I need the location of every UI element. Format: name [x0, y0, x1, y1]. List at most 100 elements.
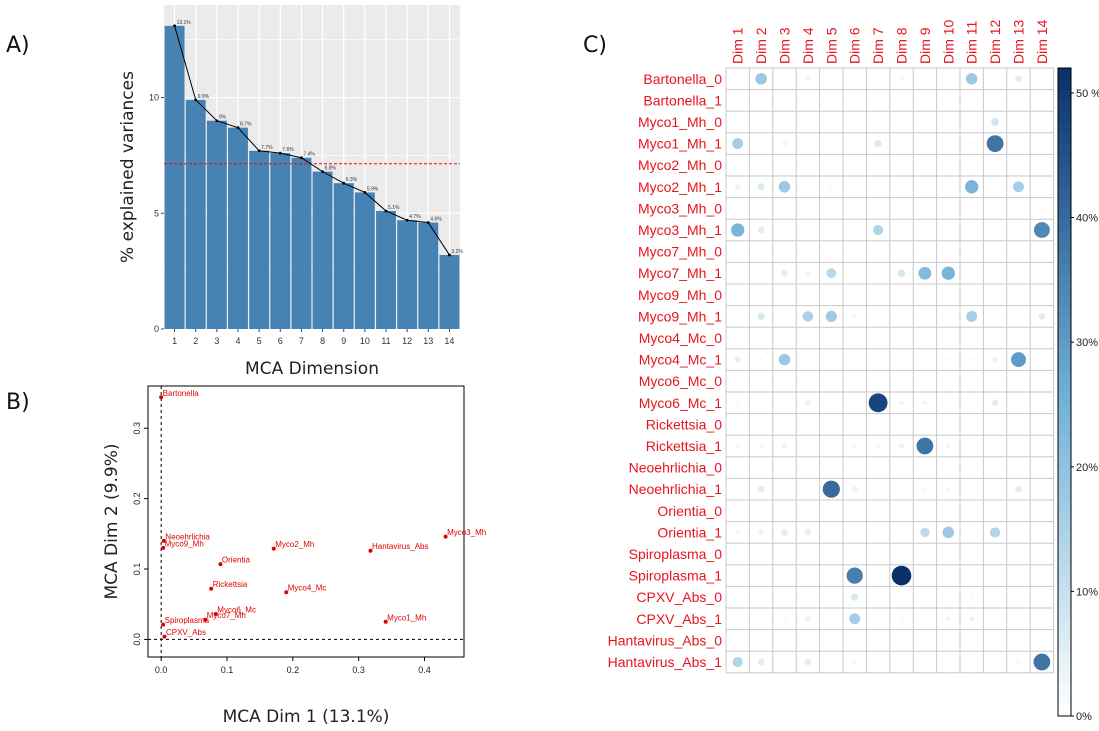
x-tick-label: 0.2 — [287, 665, 300, 675]
colorbar-label: 10% — [1076, 586, 1098, 598]
row-label: Myco7_Mh_0 — [638, 244, 722, 260]
plot-frame — [147, 385, 465, 658]
data-label: 7.4% — [303, 152, 315, 158]
point-label: CPXV_Abs — [166, 628, 206, 637]
heatmap-cell — [899, 400, 904, 406]
heatmap-cell — [968, 616, 975, 622]
column-label: Dim 8 — [894, 27, 910, 64]
colorbar-label: 0% — [1076, 711, 1092, 723]
scatter-point — [161, 538, 166, 543]
heatmap-cell — [782, 141, 787, 146]
y-tick-label: 5 — [154, 208, 159, 218]
series-point — [384, 209, 388, 213]
column-label: Dim 13 — [1011, 19, 1027, 64]
heatmap-cell — [804, 658, 812, 666]
row-label: Myco3_Mh_0 — [638, 200, 722, 216]
heatmap-cell — [946, 357, 951, 362]
heatmap-cell — [851, 593, 859, 601]
colorbar-segment — [1058, 694, 1071, 706]
data-label: 3.2% — [451, 249, 463, 255]
heatmap-cell — [992, 356, 998, 363]
row-label: Myco1_Mh_1 — [638, 136, 722, 152]
heatmap-cell — [897, 269, 906, 278]
row-label: Spiroplasma_0 — [629, 546, 723, 562]
colorbar-segment — [1058, 68, 1071, 80]
data-label: 9% — [219, 115, 227, 121]
heatmap-cell — [916, 437, 934, 455]
series-line — [174, 25, 450, 256]
colorbar-segment — [1058, 392, 1071, 404]
bar — [164, 25, 185, 329]
bar — [206, 120, 227, 329]
colorbar-segment — [1058, 532, 1071, 544]
y-tick-label: 0.2 — [132, 492, 142, 505]
heatmap-cell — [923, 185, 927, 189]
column-label: Dim 3 — [777, 27, 793, 64]
scatter-point — [159, 395, 164, 400]
colorbar-segment — [1058, 478, 1071, 490]
heatmap-cell — [825, 310, 837, 323]
heatmap-cell — [945, 616, 951, 622]
row-label: Myco7_Mh_1 — [638, 265, 722, 281]
scatter-point — [271, 546, 276, 551]
heatmap-cell — [946, 185, 950, 189]
colorbar-segment — [1058, 359, 1071, 371]
colorbar-segment — [1058, 683, 1071, 695]
x-axis-label: MCA Dim 1 (13.1%) — [223, 707, 390, 727]
colorbar-segment — [1058, 554, 1071, 566]
heatmap-cell — [759, 401, 763, 405]
x-tick-label: 14 — [444, 336, 454, 346]
colorbar-label: 50 % — [1076, 88, 1099, 100]
point-label: Rickettsia — [213, 580, 248, 589]
heatmap-cell — [946, 595, 950, 599]
y-tick-label: 0.3 — [132, 422, 142, 435]
heatmap-cell — [1016, 660, 1021, 664]
heatmap-cell — [805, 270, 811, 276]
point-label: Myco9_Mh — [165, 539, 204, 548]
row-label: Neoehrlichia_1 — [629, 481, 723, 497]
heatmap-cell — [922, 487, 927, 492]
heatmap-cell — [732, 656, 743, 668]
heatmap-cell — [874, 140, 882, 148]
heatmap-cell — [736, 271, 740, 275]
colorbar-segment — [1058, 348, 1071, 361]
heatmap-cell — [735, 400, 740, 405]
heatmap-cell — [946, 574, 950, 577]
row-label: Hantavirus_Abs_1 — [608, 654, 723, 670]
colorbar-segment — [1058, 651, 1071, 663]
series-point — [215, 119, 219, 123]
heatmap-cell — [806, 595, 810, 599]
series-point — [342, 181, 346, 185]
heatmap-cell — [805, 616, 811, 622]
bar — [312, 171, 333, 329]
heatmap-cell — [778, 353, 791, 366]
heatmap-cell — [783, 660, 786, 664]
column-label: Dim 9 — [917, 27, 933, 64]
point-label: Spiroplasma — [165, 616, 210, 625]
series-point — [321, 170, 324, 174]
colorbar-segment — [1058, 251, 1071, 263]
point-label: Bartonella — [163, 389, 200, 398]
heatmap-cell — [829, 77, 833, 81]
row-label: Neoehrlichia_0 — [629, 460, 723, 476]
row-label: Myco4_Mc_0 — [639, 330, 722, 346]
heatmap-cell — [1040, 487, 1044, 491]
data-label: 4.7% — [409, 214, 421, 220]
column-label: Dim 1 — [730, 27, 746, 64]
panel-c-letter: C) — [583, 33, 607, 58]
heatmap-cell — [805, 400, 811, 406]
bar — [185, 99, 206, 329]
series-point — [194, 98, 198, 102]
x-tick-label: 13 — [423, 336, 433, 346]
bar — [333, 183, 354, 329]
colorbar-segment — [1058, 402, 1071, 415]
heatmap-cell — [1038, 313, 1046, 320]
colorbar-segment — [1058, 143, 1071, 155]
point-label: Orientia — [222, 556, 251, 565]
column-label: Dim 4 — [800, 27, 816, 64]
row-label: Myco6_Mc_0 — [639, 373, 722, 389]
series-point — [257, 149, 261, 153]
y-axis-label: % explained variances — [118, 71, 138, 263]
heatmap-cell — [849, 613, 861, 625]
